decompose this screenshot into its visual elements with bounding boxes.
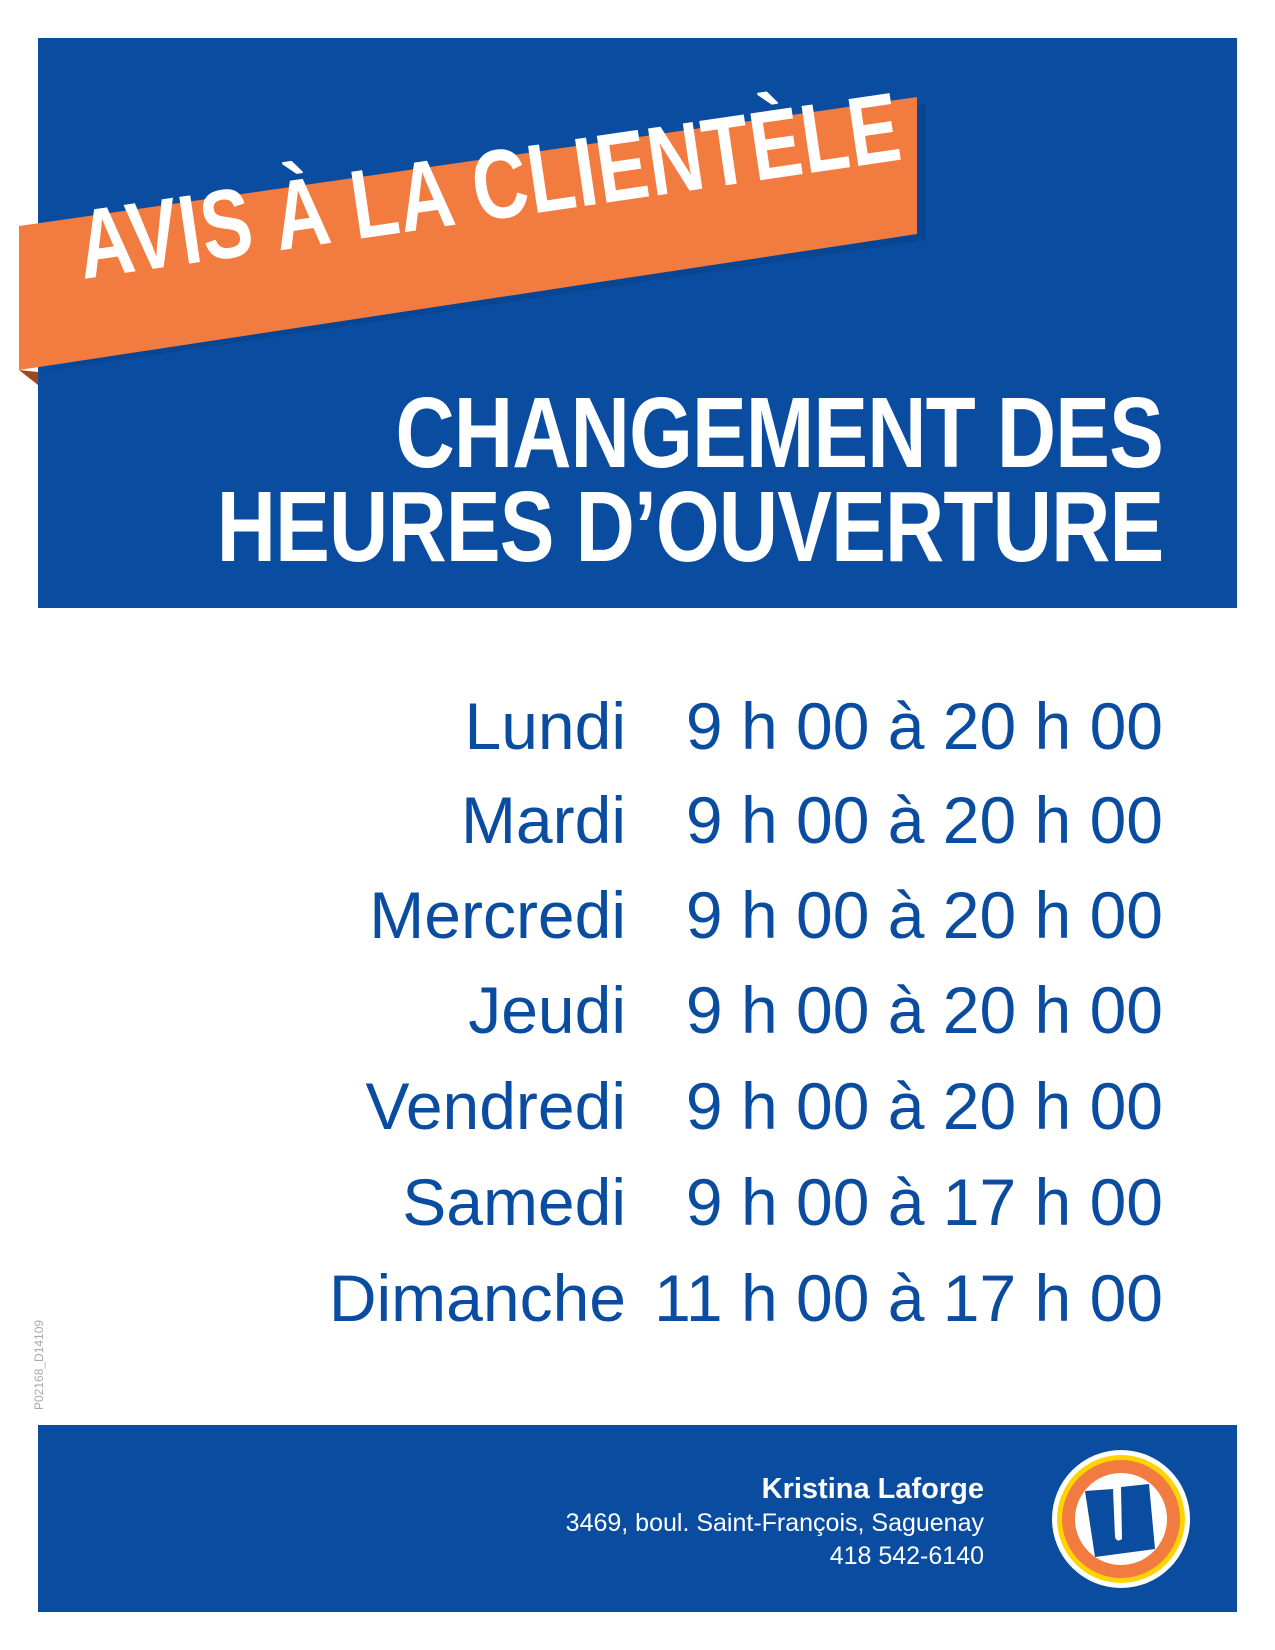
hours-row: Samedi 9 h 00 à 17 h 00 — [0, 1164, 1275, 1244]
hours-range: 9 h 00 à 20 h 00 — [685, 689, 1163, 763]
uniprix-logo-icon — [1052, 1450, 1190, 1588]
day-label: Jeudi — [468, 973, 626, 1047]
hours-row: Jeudi 9 h 00 à 20 h 00 — [0, 972, 1275, 1052]
document-code: P02168_D14109 — [32, 1319, 46, 1410]
hours-range: 9 h 00 à 20 h 00 — [685, 973, 1163, 1047]
day-label: Samedi — [402, 1165, 626, 1239]
hours-row: Dimanche 11 h 00 à 17 h 00 — [0, 1260, 1275, 1340]
hours-range: 9 h 00 à 20 h 00 — [685, 878, 1163, 952]
hours-row: Lundi 9 h 00 à 20 h 00 — [0, 688, 1275, 768]
day-label: Dimanche — [328, 1261, 626, 1335]
day-label: Lundi — [464, 689, 627, 763]
hours-range: 11 h 00 à 17 h 00 — [654, 1261, 1163, 1335]
hours-range: 9 h 00 à 20 h 00 — [685, 783, 1163, 857]
day-label: Mercredi — [369, 878, 626, 952]
hours-row: Mardi 9 h 00 à 20 h 00 — [0, 782, 1275, 862]
store-address: 3469, boul. Saint-François, Saguenay — [565, 1509, 984, 1537]
hours-range: 9 h 00 à 17 h 00 — [685, 1165, 1163, 1239]
day-label: Vendredi — [365, 1069, 626, 1143]
hours-row: Mercredi 9 h 00 à 20 h 00 — [0, 877, 1275, 957]
footer-panel: Kristina Laforge 3469, boul. Saint-Franç… — [38, 1425, 1237, 1612]
hours-row: Vendredi 9 h 00 à 20 h 00 — [0, 1068, 1275, 1148]
hours-range: 9 h 00 à 20 h 00 — [685, 1069, 1163, 1143]
store-phone: 418 542-6140 — [829, 1542, 984, 1570]
title-line-1: CHANGEMENT DES — [395, 377, 1163, 489]
title-line-2: HEURES D’OUVERTURE — [216, 471, 1163, 583]
day-label: Mardi — [460, 783, 626, 857]
store-owner-name: Kristina Laforge — [761, 1473, 984, 1505]
